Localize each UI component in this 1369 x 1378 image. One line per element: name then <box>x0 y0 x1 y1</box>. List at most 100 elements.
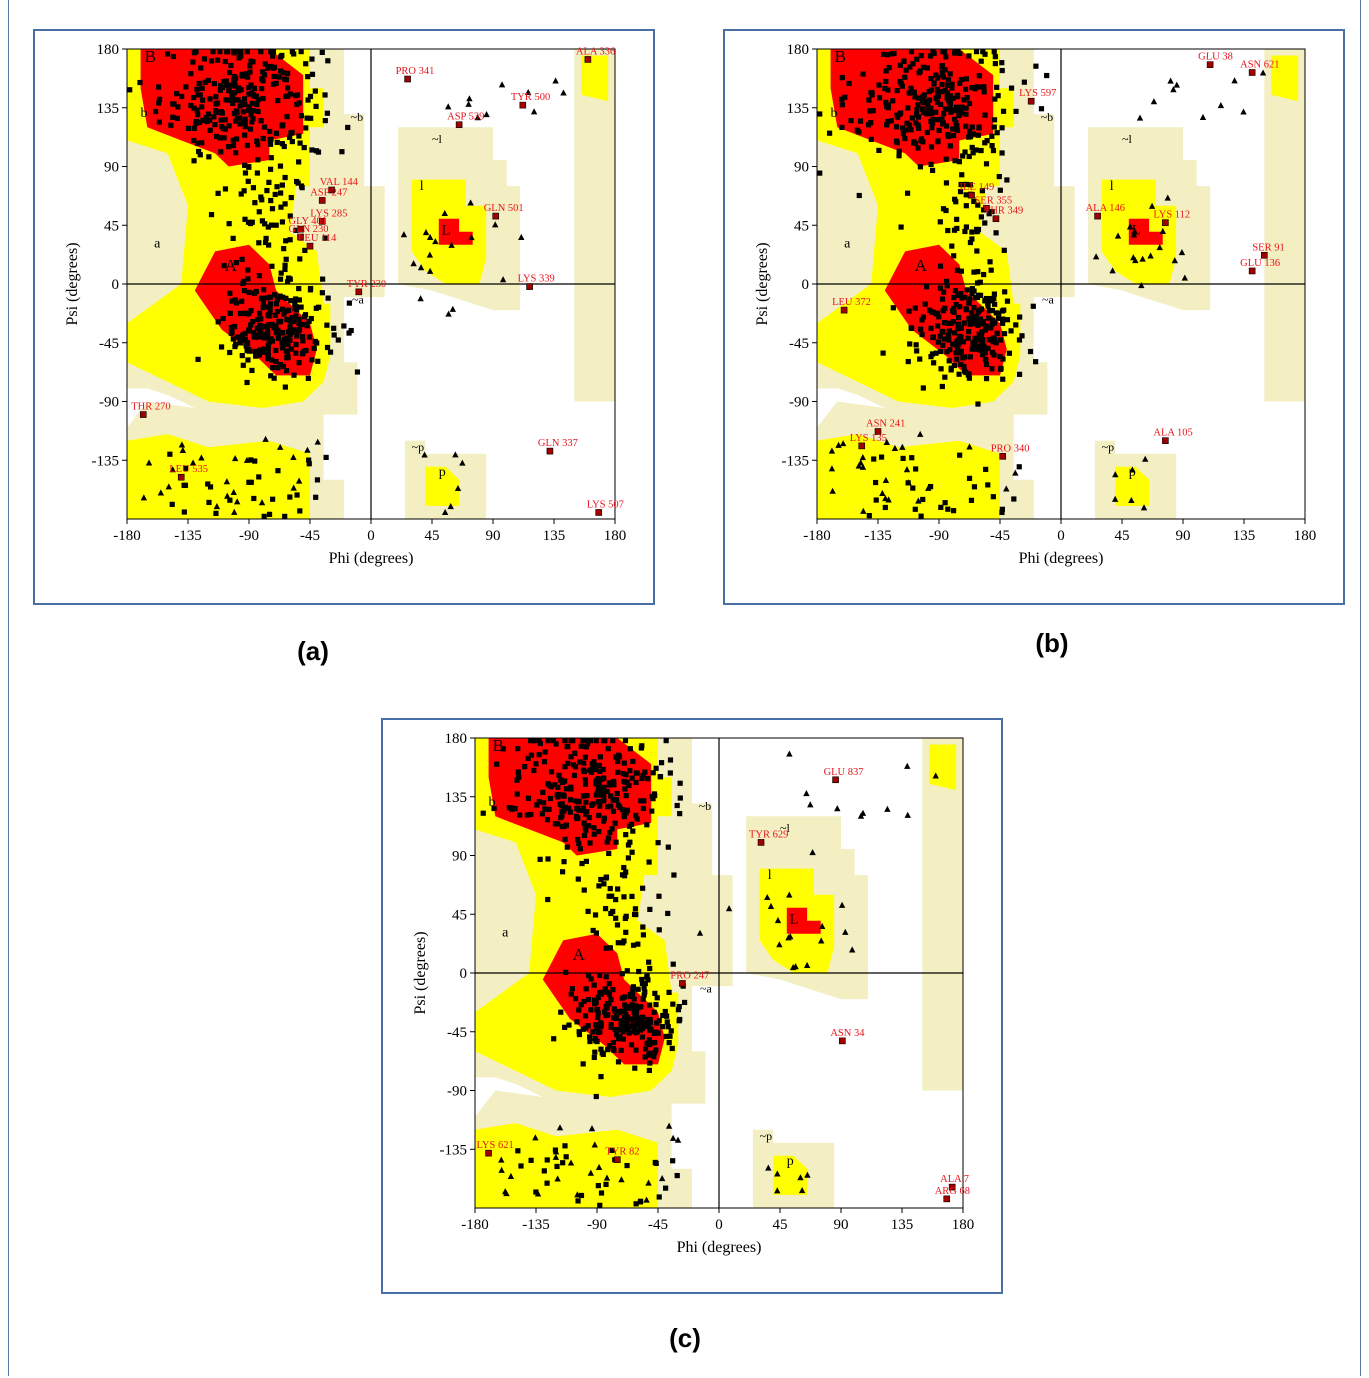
residue-point <box>279 182 285 188</box>
residue-point <box>583 799 589 805</box>
x-tick-label: 45 <box>1115 528 1130 544</box>
y-tick-label: 90 <box>794 160 809 176</box>
glycine-point <box>441 508 449 515</box>
residue-point <box>578 1192 585 1199</box>
residue-point <box>548 769 555 775</box>
residue-point <box>281 143 287 150</box>
residue-point <box>254 316 261 323</box>
residue-point <box>944 95 950 101</box>
residue-point <box>621 814 628 820</box>
residue-point <box>218 83 224 89</box>
residue-point <box>633 1030 639 1036</box>
outlier-point <box>328 186 335 194</box>
residue-point <box>953 350 959 356</box>
residue-point <box>969 346 975 352</box>
residue-point <box>656 1194 662 1200</box>
residue-point <box>575 799 581 805</box>
residue-point <box>897 62 903 68</box>
residue-point <box>608 803 614 809</box>
residue-point <box>943 180 950 186</box>
y-tick-label: 180 <box>787 42 810 58</box>
residue-point <box>967 239 974 246</box>
residue-point <box>247 69 253 75</box>
x-tick-label: -45 <box>990 528 1010 544</box>
glycine-point <box>665 1122 673 1129</box>
residue-point <box>562 764 568 770</box>
glycine-point <box>532 1134 539 1141</box>
residue-point <box>197 119 203 126</box>
residue-point <box>606 850 612 857</box>
region-label: L <box>789 911 798 927</box>
residue-point <box>242 336 249 342</box>
residue-point <box>268 49 274 55</box>
glycine-point <box>534 1190 542 1197</box>
residue-point <box>584 792 590 799</box>
residue-point <box>919 331 925 338</box>
y-tick-label: 135 <box>787 101 810 117</box>
residue-point <box>602 986 608 992</box>
residue-point <box>196 80 202 87</box>
region-label: b <box>831 106 838 121</box>
residue-point <box>574 1019 580 1025</box>
residue-point <box>971 198 977 205</box>
residue-point <box>623 792 629 799</box>
residue-point <box>265 304 271 310</box>
residue-point <box>940 111 947 117</box>
residue-point <box>966 299 972 305</box>
residue-point <box>975 401 981 407</box>
residue-point <box>658 760 665 766</box>
glycine-point <box>792 963 799 970</box>
residue-point <box>917 356 923 362</box>
glycine-point <box>1240 108 1247 115</box>
residue-point <box>210 49 216 55</box>
residue-point <box>275 98 281 104</box>
residue-point <box>956 159 963 165</box>
residue-point <box>327 349 334 355</box>
residue-point <box>307 93 314 100</box>
residue-point <box>306 334 313 340</box>
outlier-label: LYS 112 <box>1153 210 1190 221</box>
residue-point <box>283 348 290 354</box>
residue-point <box>590 927 596 934</box>
residue-point <box>207 96 213 102</box>
residue-point <box>223 97 229 103</box>
residue-point <box>322 118 328 124</box>
residue-point <box>969 124 975 130</box>
residue-point <box>622 786 628 792</box>
residue-point <box>876 147 882 154</box>
residue-point <box>586 814 592 821</box>
residue-point <box>528 1157 534 1163</box>
residue-point <box>638 798 644 804</box>
residue-point <box>227 349 233 356</box>
residue-point <box>207 127 213 133</box>
residue-point <box>674 1172 680 1179</box>
y-tick-label: 180 <box>445 731 468 747</box>
residue-point <box>576 840 582 847</box>
residue-point <box>933 109 939 115</box>
residue-point <box>226 144 232 150</box>
residue-point <box>571 772 578 779</box>
residue-point <box>578 743 584 749</box>
residue-point <box>282 174 288 181</box>
residue-point <box>602 906 609 912</box>
glycine-point <box>882 476 890 483</box>
outlier-label: TYR 82 <box>605 1147 639 1158</box>
residue-point <box>991 124 997 130</box>
residue-point <box>164 51 171 57</box>
residue-point <box>287 324 293 330</box>
residue-point <box>541 800 547 806</box>
residue-point <box>297 256 303 262</box>
outlier-label: ALA 105 <box>1153 428 1192 439</box>
x-tick-label: -180 <box>113 528 141 544</box>
residue-point <box>665 844 671 850</box>
residue-point <box>983 323 989 329</box>
residue-point <box>911 89 917 95</box>
residue-point <box>234 109 240 115</box>
residue-point <box>969 85 975 91</box>
residue-point <box>294 178 300 185</box>
outlier-label: SER 355 <box>974 195 1012 206</box>
residue-point <box>246 85 252 91</box>
residue-point <box>243 71 250 77</box>
residue-point <box>621 938 627 944</box>
residue-point <box>945 132 951 138</box>
